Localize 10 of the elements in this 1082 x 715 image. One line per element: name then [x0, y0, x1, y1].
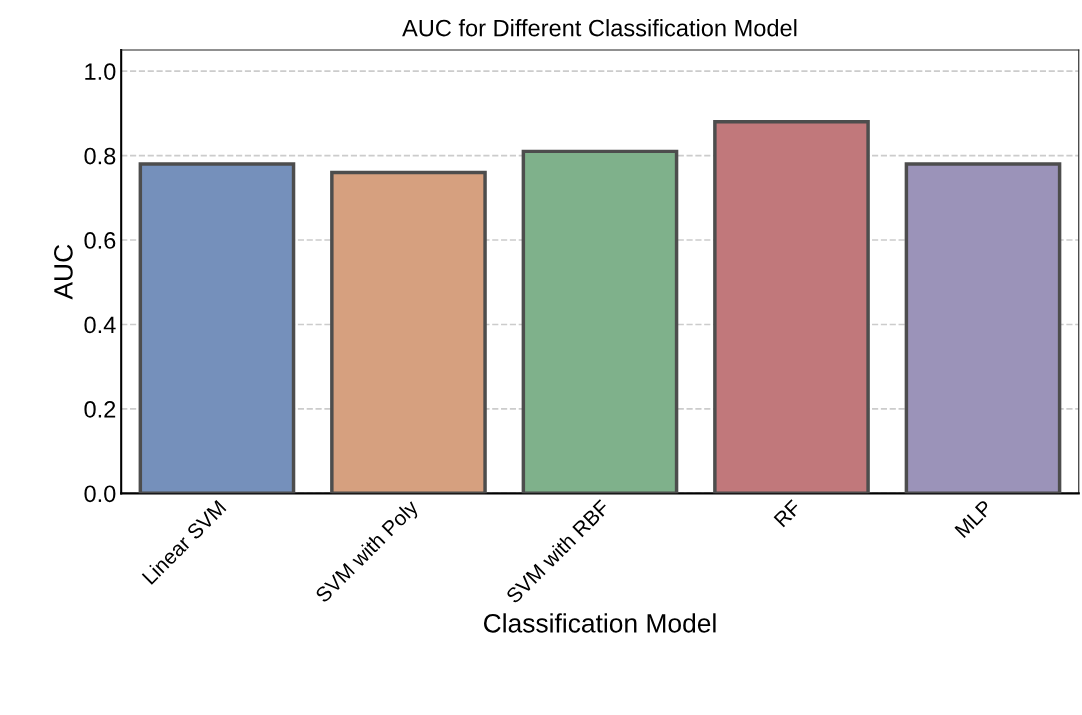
y-tick-label: 0.4 — [84, 316, 116, 334]
x-tick-label: RF — [773, 499, 802, 528]
y-tick-label: 0.8 — [84, 147, 116, 165]
y-tick-label: 0.0 — [84, 485, 116, 503]
y-axis-title: AUC — [54, 244, 73, 300]
chart-title: AUC for Different Classification Model — [402, 19, 797, 37]
x-axis-title: Classification Model — [483, 613, 716, 633]
y-tick-label: 0.6 — [84, 232, 116, 249]
y-tick-label: 1.0 — [85, 63, 116, 80]
y-tick-label: 0.2 — [84, 400, 116, 418]
